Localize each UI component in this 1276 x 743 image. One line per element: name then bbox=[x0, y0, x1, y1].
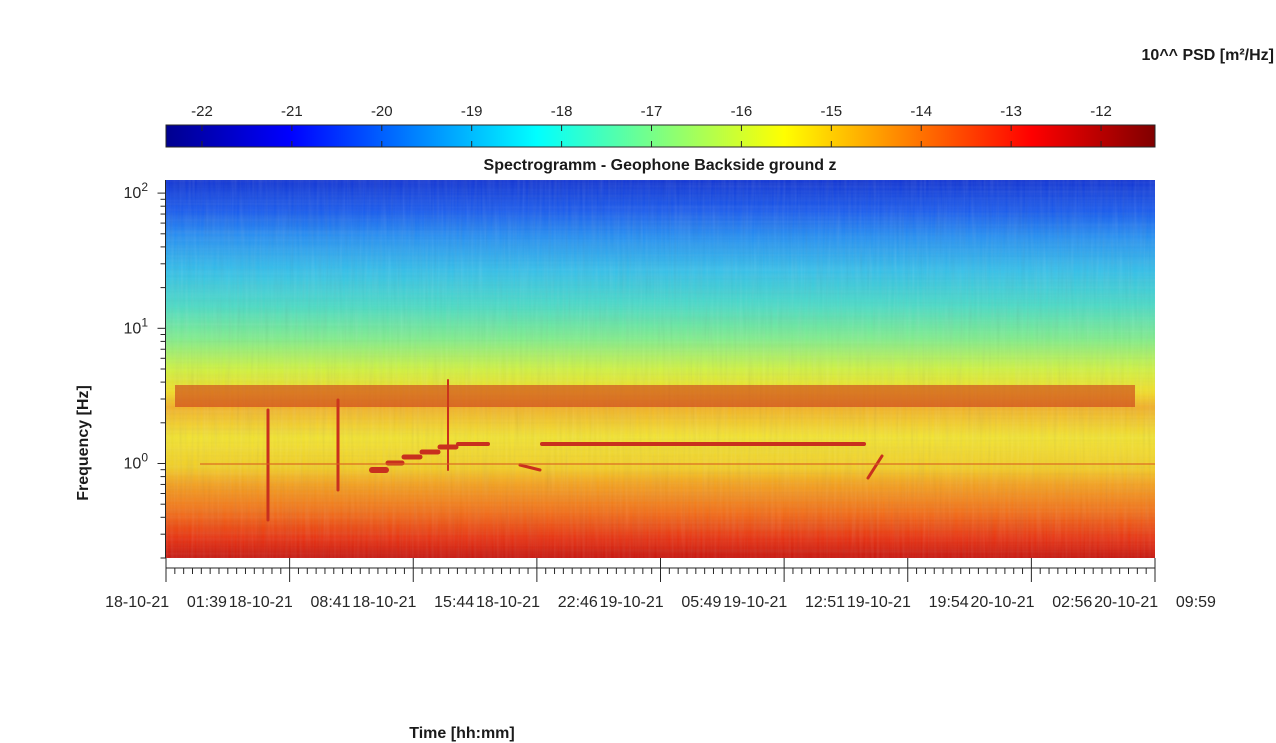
colorbar-tick-label: -17 bbox=[641, 103, 663, 120]
y-axis-label: Frequency [Hz] bbox=[75, 385, 92, 501]
y-tick-label: 102 bbox=[124, 180, 149, 202]
colorbar-tick-label: -13 bbox=[1000, 103, 1022, 120]
colorbar-tick-label: -21 bbox=[281, 103, 303, 120]
colorbar-tick-label: -14 bbox=[910, 103, 932, 120]
colorbar-tick-label: -22 bbox=[191, 103, 213, 120]
colorbar-tick-label: -12 bbox=[1090, 103, 1112, 120]
colorbar-label: 10^^ PSD [m²/Hz] bbox=[1142, 47, 1274, 64]
x-tick-label: 19-10-21 05:49 bbox=[600, 594, 722, 611]
x-tick-label: 18-10-21 01:39 bbox=[105, 594, 227, 611]
x-tick-label: 18-10-21 15:44 bbox=[352, 594, 474, 611]
colorbar-tick-label: -16 bbox=[731, 103, 753, 120]
x-axis-label: Time [hh:mm] bbox=[409, 725, 514, 742]
y-tick-label: 100 bbox=[124, 451, 149, 473]
colorbar-tick-label: -19 bbox=[461, 103, 483, 120]
colorbar-tick-label: -18 bbox=[551, 103, 573, 120]
chart-title: Spectrogramm - Geophone Backside ground … bbox=[484, 157, 837, 174]
colorbar: -22 -21 -20 -19 -18 -17 -16 -15 -14 -13 -12 10^^ P… bbox=[165, 47, 1274, 148]
x-tick-label: 20-10-21 09:59 bbox=[1094, 594, 1216, 611]
colorbar-tick-label: -20 bbox=[371, 103, 393, 120]
x-tick-label: 18-10-21 08:41 bbox=[229, 594, 351, 611]
spectrogram-image bbox=[166, 180, 1155, 558]
x-tick-label: 18-10-21 22:46 bbox=[476, 594, 598, 611]
colorbar-gradient bbox=[165, 124, 1156, 148]
x-tick-label: 19-10-21 12:51 bbox=[723, 594, 845, 611]
x-tick-label: 20-10-21 02:56 bbox=[970, 594, 1092, 611]
x-tick-label: 19-10-21 19:54 bbox=[847, 594, 969, 611]
y-tick-label: 101 bbox=[124, 315, 149, 337]
colorbar-tick-label: -15 bbox=[820, 103, 842, 120]
